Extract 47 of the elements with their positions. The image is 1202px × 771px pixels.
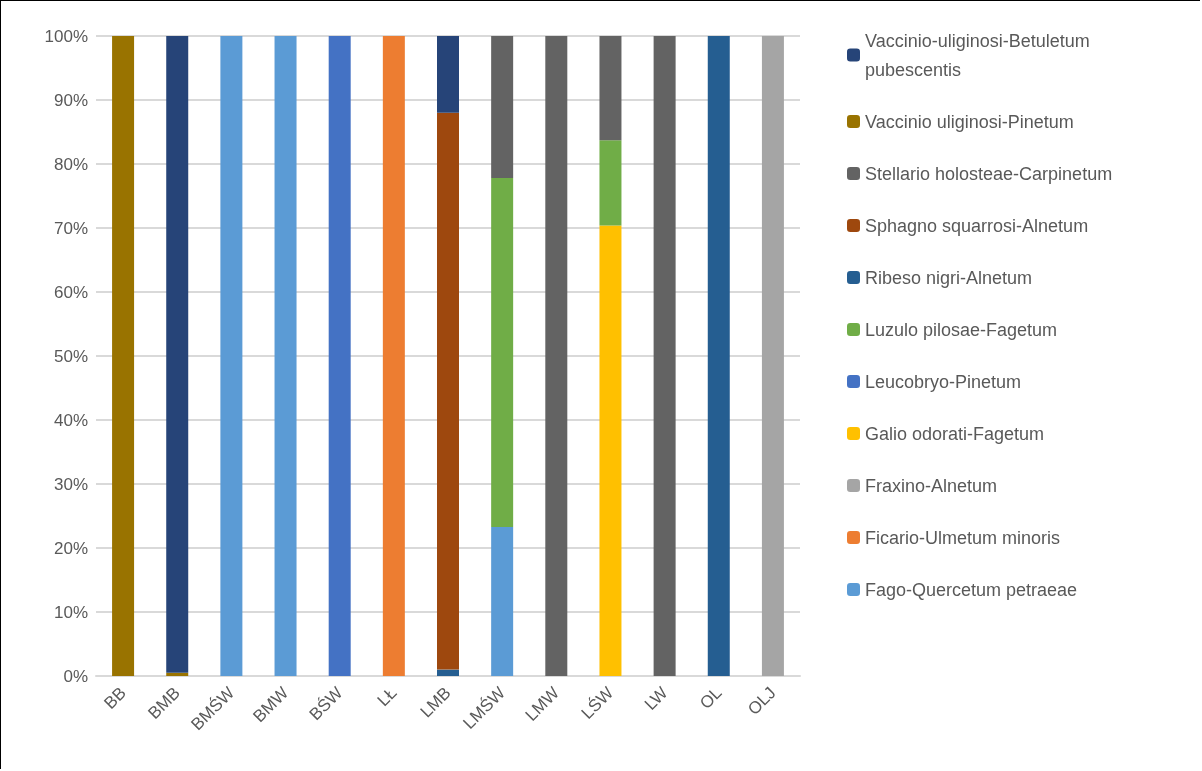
bar [761,36,784,676]
bar [328,36,351,676]
y-tick-label: 50% [53,346,88,366]
bar [166,36,189,673]
bar [491,178,514,527]
legend-label: Fraxino-Alnetum [865,475,998,496]
bar [707,36,730,676]
bar [599,140,622,226]
bar [437,112,459,670]
legend-label: Vaccinio-uliginosi-Betuletum pubescentis [865,30,1095,80]
legend-label: Ficario-Ulmetum minoris [865,527,1061,548]
legend-label: Fago-Quercetum petraeae [865,579,1078,600]
legend-label: Luzulo pilosae-Fagetum [865,319,1058,340]
legend-label: Ribeso nigri-Alnetum [865,267,1033,288]
bar [437,36,459,113]
bar [112,36,135,676]
legend-label: Sphagno squarrosi-Alnetum [865,215,1089,236]
bar [491,526,514,676]
x-tick-label: OL [696,683,726,713]
y-tick-label: 100% [44,26,88,46]
y-tick-label: 10% [53,602,88,622]
bar [491,36,514,179]
y-tick-label: 20% [53,538,88,558]
legend-label: Vaccinio uliginosi-Pinetum [865,111,1074,132]
y-tick-label: 70% [53,218,88,238]
bar [437,669,459,676]
bar [382,36,405,676]
bar [599,225,622,676]
x-tick-label: LŁ [373,683,401,711]
y-tick-label: 90% [53,90,88,110]
y-tick-label: 60% [53,282,88,302]
legend-label: Stellario holosteae-Carpinetum [865,163,1113,184]
x-tick-label: BB [100,683,130,713]
y-tick-label: 0% [63,666,88,686]
x-tick-label: OLJ [744,683,780,719]
y-tick-label: 40% [53,410,88,430]
bar [274,36,297,676]
legend-label: Galio odorati-Fagetum [865,423,1045,444]
x-tick-label: LW [640,683,672,714]
bar [220,36,243,676]
bar [545,36,568,676]
bar [166,672,189,676]
y-tick-label: 30% [53,474,88,494]
bar [653,36,676,676]
bar [599,36,622,141]
y-tick-label: 80% [53,154,88,174]
legend-label: Leucobryo-Pinetum [865,371,1022,392]
